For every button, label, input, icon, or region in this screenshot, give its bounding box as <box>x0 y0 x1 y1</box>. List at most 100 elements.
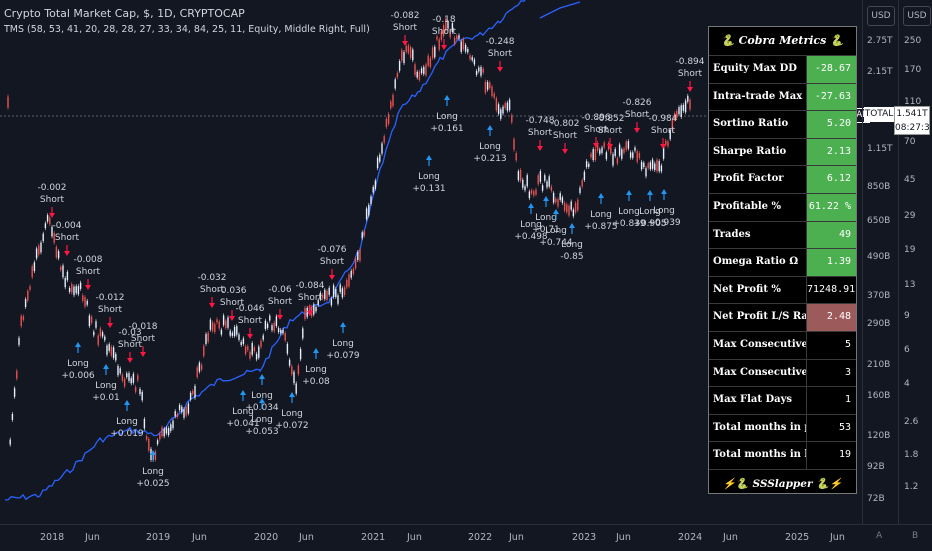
short-signal-value: -0.082 <box>390 11 419 21</box>
candle <box>337 295 339 304</box>
candle <box>458 35 460 39</box>
candle <box>117 365 119 376</box>
candle <box>183 409 185 418</box>
equity-tick: 4 <box>904 379 910 389</box>
long-arrow-icon <box>259 374 265 385</box>
candle <box>451 23 454 32</box>
price-axis[interactable]: USD 2.75T 2.15T 1.15T 850B 650B 490B 370B 290B 2… <box>862 0 932 524</box>
candle <box>119 368 121 374</box>
candle <box>194 385 196 398</box>
candle <box>255 353 258 360</box>
candle <box>601 147 603 153</box>
candle <box>130 378 132 384</box>
long-signal-label: Long <box>251 415 273 425</box>
long-arrow-icon <box>150 450 156 461</box>
price-axis-usd[interactable]: USD 2.75T 2.15T 1.15T 850B 650B 490B 370B 290B 2… <box>863 0 898 524</box>
candle <box>390 101 392 109</box>
candle <box>533 191 535 196</box>
candle <box>209 319 212 330</box>
candle <box>31 266 33 278</box>
price-chart[interactable]: -0.002 Short -0.004 Short -0.008 Short -0.012 S… <box>0 0 862 524</box>
time-axis[interactable]: 2018 Jun 2019 Jun 2020 Jun 2021 Jun 2022 Jun 2023 J… <box>0 524 932 551</box>
chart-area[interactable]: -0.002 Short -0.004 Short -0.008 Short -0.012 S… <box>0 0 870 524</box>
candle <box>44 223 47 229</box>
candle <box>139 389 141 395</box>
metric-row: Sharpe Ratio 2.13 <box>709 138 856 167</box>
candle <box>7 96 9 108</box>
candle <box>618 144 621 156</box>
candle <box>231 332 234 336</box>
metrics-footer: ⚡🐍 SSSlapper 🐍⚡ <box>722 477 843 490</box>
long-arrow-icon <box>543 196 549 207</box>
time-tick: 2020 <box>254 532 279 543</box>
short-arrow-icon <box>229 310 235 321</box>
short-arrow-icon <box>140 346 146 357</box>
candle <box>568 205 570 216</box>
candle <box>475 70 478 75</box>
time-tick: 2025 <box>785 532 810 543</box>
candle <box>579 187 581 193</box>
short-signal-value: -0.076 <box>317 245 346 255</box>
candle <box>60 266 62 271</box>
short-signal-value: -0.802 <box>550 119 579 129</box>
currency-button[interactable]: USD <box>867 6 895 26</box>
candle <box>57 251 60 259</box>
long-signal-label: Long <box>561 240 583 250</box>
metric-value: 71248.91 % <box>806 276 856 321</box>
candle <box>332 285 335 297</box>
long-signal-label: Long <box>332 339 354 349</box>
candle <box>682 104 685 111</box>
candle <box>447 22 449 29</box>
long-signal-value: +0.006 <box>61 371 95 381</box>
price-tick: 290B <box>867 319 891 329</box>
candle <box>93 331 95 336</box>
candle <box>438 39 440 50</box>
candle <box>165 427 168 434</box>
candle <box>46 215 49 222</box>
candle <box>77 286 80 295</box>
indicator-legend[interactable]: TMS (58, 53, 41, 20, 28, 28, 27, 33, 34,… <box>4 24 370 35</box>
metric-value: -27.63 % <box>806 83 856 128</box>
long-signal-value: +0.072 <box>275 421 308 431</box>
candle <box>286 343 289 354</box>
candle <box>625 141 627 150</box>
candle <box>570 201 572 210</box>
currency-button-secondary[interactable]: USD <box>903 6 931 26</box>
candle <box>588 163 590 167</box>
candle <box>260 340 262 348</box>
long-arrow-icon <box>75 342 81 353</box>
candle <box>341 288 344 298</box>
current-price-value: 1.541T 08:27:34 <box>894 106 932 135</box>
metric-row: Max Flat Days 1 <box>709 387 856 415</box>
metric-row: Equity Max DD -28.67 % <box>709 56 856 100</box>
candle <box>566 204 568 213</box>
time-tick: 2019 <box>146 532 171 543</box>
candle <box>354 258 357 269</box>
current-price-label: TOTAL <box>864 107 894 122</box>
candle <box>546 181 548 188</box>
long-arrow-icon <box>313 348 319 359</box>
long-signal-value: +0.041 <box>226 419 259 429</box>
candle <box>161 427 163 437</box>
metric-value: 2.13 <box>806 138 856 166</box>
candle <box>126 373 128 378</box>
cobra-metrics-table: 🐍 Cobra Metrics 🐍 Equity Max DD -28.67 %I… <box>708 26 857 494</box>
candle <box>403 52 405 64</box>
symbol-title[interactable]: Crypto Total Market Cap, $, 1D, CRYPTOCA… <box>4 7 245 20</box>
long-arrow-icon <box>240 390 246 401</box>
candle <box>205 334 207 345</box>
candle <box>11 413 14 420</box>
long-arrow-icon <box>259 398 265 409</box>
metric-label: Profitable % <box>713 200 781 212</box>
candle <box>502 106 504 114</box>
auto-scale-button[interactable]: A <box>876 531 883 541</box>
candle <box>66 271 69 281</box>
candle <box>306 307 308 318</box>
equity-axis[interactable]: USD 250 170 110 70 45 29 19 13 9 6 4 2.6 1.8 1.2 <box>898 0 932 524</box>
candle <box>317 300 319 305</box>
price-tick: 370B <box>867 291 891 301</box>
candle <box>95 321 97 328</box>
candle <box>13 388 16 397</box>
candle <box>75 286 77 294</box>
settings-button[interactable]: B <box>912 531 919 541</box>
